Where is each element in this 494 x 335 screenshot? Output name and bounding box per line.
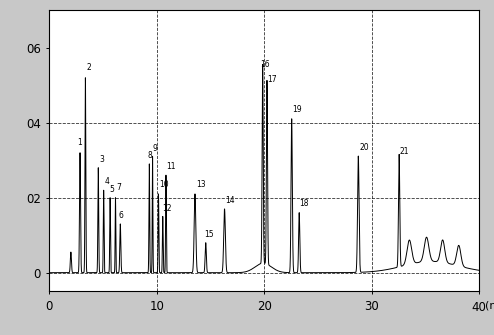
Text: 16: 16	[260, 60, 270, 69]
Text: 10: 10	[159, 180, 168, 189]
Text: 20: 20	[359, 143, 369, 152]
Text: 13: 13	[196, 180, 206, 189]
Text: 6: 6	[119, 211, 124, 220]
Text: 14: 14	[225, 196, 235, 205]
Text: 21: 21	[400, 147, 410, 156]
Text: 40: 40	[472, 301, 487, 314]
Text: 12: 12	[162, 204, 172, 213]
Text: 8: 8	[147, 151, 152, 160]
Text: 4: 4	[104, 178, 109, 186]
Text: 1: 1	[77, 138, 82, 147]
Text: 19: 19	[292, 105, 302, 114]
Text: 7: 7	[116, 183, 121, 192]
Text: 11: 11	[166, 161, 176, 171]
Text: 2: 2	[86, 63, 91, 72]
Text: 5: 5	[109, 185, 114, 194]
Text: 3: 3	[99, 155, 104, 164]
Text: 17: 17	[267, 75, 277, 84]
Text: 15: 15	[205, 230, 214, 239]
Text: (min): (min)	[485, 301, 494, 311]
Text: 9: 9	[153, 144, 158, 153]
Text: 18: 18	[299, 199, 309, 208]
